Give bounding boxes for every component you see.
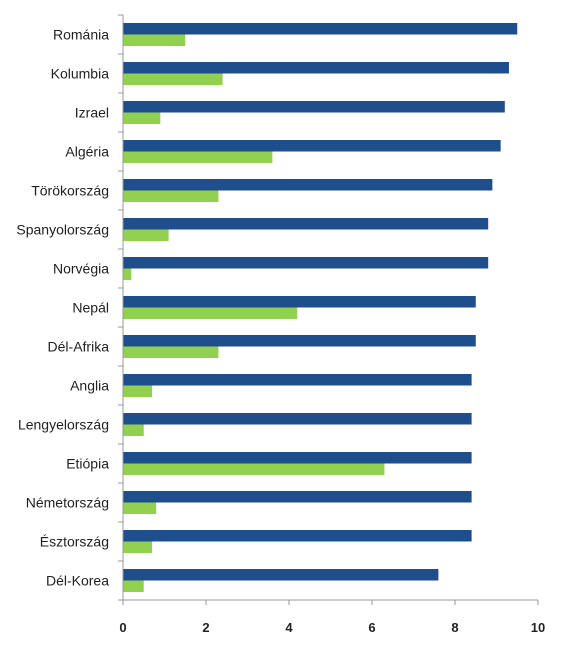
bar-series2-11 xyxy=(123,463,385,475)
bar-series2-12 xyxy=(123,502,157,514)
category-labels: Románia Kolumbia Izrael Algéria Törökország S… xyxy=(16,27,109,589)
bar-series2-4 xyxy=(123,190,219,202)
bar-series1-10 xyxy=(123,413,472,425)
bar-series1-12 xyxy=(123,491,472,503)
bar-series2-7 xyxy=(123,307,298,319)
bar-series2-0 xyxy=(123,34,186,46)
category-label: Észtország xyxy=(40,534,109,550)
category-label: Lengyelország xyxy=(18,417,109,433)
category-label: Kolumbia xyxy=(51,66,110,82)
bar-series1-7 xyxy=(123,296,476,308)
category-label: Anglia xyxy=(70,378,109,394)
category-label: Dél-Korea xyxy=(46,573,109,589)
bar-series1-1 xyxy=(123,62,509,74)
bars-group xyxy=(123,23,518,592)
category-label: Törökország xyxy=(31,183,109,199)
bar-series2-14 xyxy=(123,580,144,592)
x-tick-label: 8 xyxy=(451,620,458,635)
category-label: Németország xyxy=(26,495,109,511)
bar-series2-10 xyxy=(123,424,144,436)
category-label: Románia xyxy=(53,27,109,43)
bar-series2-9 xyxy=(123,385,153,397)
bar-series1-5 xyxy=(123,218,489,230)
bar-series2-5 xyxy=(123,229,169,241)
bar-series1-14 xyxy=(123,569,439,581)
bar-series2-6 xyxy=(123,268,132,280)
bar-series2-1 xyxy=(123,73,223,85)
category-label: Norvégia xyxy=(53,261,109,277)
bar-series2-8 xyxy=(123,346,219,358)
bar-series1-2 xyxy=(123,101,505,113)
category-label: Izrael xyxy=(75,105,109,121)
bar-series1-4 xyxy=(123,179,493,191)
bar-series1-0 xyxy=(123,23,518,35)
bar-series1-6 xyxy=(123,257,489,269)
bar-series1-13 xyxy=(123,530,472,542)
x-tick-label: 2 xyxy=(202,620,209,635)
bar-series1-3 xyxy=(123,140,501,152)
bar-series2-2 xyxy=(123,112,161,124)
category-label: Etiópia xyxy=(66,456,109,472)
bar-series2-3 xyxy=(123,151,273,163)
x-tick-label: 10 xyxy=(531,620,545,635)
category-label: Dél-Afrika xyxy=(48,339,110,355)
category-label: Algéria xyxy=(65,144,109,160)
bar-series1-8 xyxy=(123,335,476,347)
x-tick-label: 0 xyxy=(119,620,126,635)
x-tick-label: 6 xyxy=(368,620,375,635)
x-axis-ticks: 0 2 4 6 8 10 xyxy=(118,14,545,635)
x-tick-label: 4 xyxy=(285,620,293,635)
bar-series2-13 xyxy=(123,541,153,553)
bar-series1-11 xyxy=(123,452,472,464)
category-label: Nepál xyxy=(72,300,109,316)
category-label: Spanyolország xyxy=(16,222,109,238)
bar-series1-9 xyxy=(123,374,472,386)
